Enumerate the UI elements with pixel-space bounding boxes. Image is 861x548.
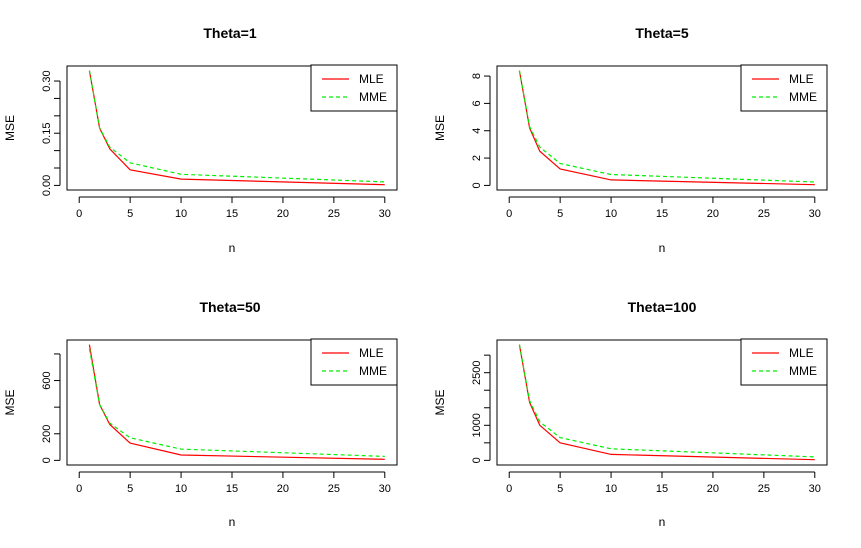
x-axis-label: n — [659, 241, 666, 255]
x-tick-label: 0 — [76, 208, 82, 220]
x-tick-label: 20 — [277, 483, 289, 495]
legend-label-mme: MME — [789, 90, 817, 104]
x-tick-label: 25 — [328, 208, 340, 220]
legend-label-mle: MLE — [789, 72, 814, 86]
x-axis-label: n — [659, 515, 666, 529]
legend-label-mme: MME — [359, 364, 387, 378]
plot-frame — [496, 339, 828, 466]
chart-title: Theta=1 — [203, 25, 257, 41]
x-tick-label: 5 — [557, 483, 563, 495]
x-tick-label: 5 — [127, 483, 133, 495]
y-axis-label: MSE — [433, 115, 447, 141]
chart-panel-1: Theta=1 0 5 10 15 20 25 30 0.00 0.15 0.30 n MSE MLE MM… — [3, 25, 398, 255]
x-tick-label: 20 — [707, 483, 719, 495]
y-tick-label: 2500 — [471, 360, 483, 384]
plot-frame — [496, 65, 828, 191]
series-line-mle — [88, 344, 385, 460]
x-tick-label: 25 — [758, 483, 770, 495]
legend: MLE MME — [740, 64, 828, 112]
legend: MLE MME — [310, 64, 398, 112]
y-tick-label: 6 — [471, 100, 483, 106]
series-line-mme — [88, 348, 385, 457]
legend-box — [310, 64, 398, 112]
y-tick-label: 0 — [41, 457, 53, 463]
plot-frame — [66, 339, 398, 466]
y-tick-label: 2 — [471, 155, 483, 161]
y-axis-label: MSE — [3, 115, 17, 141]
y-axis-label: MSE — [433, 389, 447, 415]
x-tick-label: 15 — [226, 483, 238, 495]
y-tick-label: 0 — [471, 182, 483, 188]
x-tick-label: 10 — [605, 483, 617, 495]
y-tick-label: 0.30 — [41, 70, 53, 91]
x-tick-label: 15 — [656, 208, 668, 220]
x-tick-label: 20 — [707, 208, 719, 220]
y-tick-label: 600 — [41, 371, 53, 389]
plot-frame — [66, 65, 398, 191]
chart-title: Theta=100 — [628, 299, 697, 315]
x-axis-label: n — [229, 515, 236, 529]
series-line-mle — [518, 70, 815, 186]
y-tick-label: 1000 — [471, 413, 483, 437]
legend-label-mme: MME — [359, 90, 387, 104]
series-line-mme — [518, 70, 815, 183]
legend-label-mle: MLE — [359, 346, 384, 360]
chart-panel-2: Theta=5 0 5 10 15 20 25 30 0 2 4 6 8 n MSE MLE MME — [433, 25, 828, 255]
y-tick-label: 8 — [471, 73, 483, 79]
x-tick-label: 30 — [809, 483, 821, 495]
x-tick-label: 5 — [557, 208, 563, 220]
x-tick-label: 10 — [175, 483, 187, 495]
y-tick-label: 0.15 — [41, 123, 53, 144]
x-tick-label: 20 — [277, 208, 289, 220]
x-tick-label: 25 — [758, 208, 770, 220]
y-tick-label: 4 — [471, 128, 483, 134]
x-tick-label: 10 — [605, 208, 617, 220]
x-tick-label: 0 — [506, 483, 512, 495]
x-tick-label: 30 — [379, 208, 391, 220]
series-line-mme — [518, 344, 815, 458]
x-tick-label: 0 — [506, 208, 512, 220]
legend-box — [740, 64, 828, 112]
chart-title: Theta=50 — [199, 299, 260, 315]
legend-box — [740, 338, 828, 386]
x-tick-label: 25 — [328, 483, 340, 495]
legend-label-mme: MME — [789, 364, 817, 378]
x-tick-label: 30 — [809, 208, 821, 220]
chart-title: Theta=5 — [635, 25, 689, 41]
x-tick-label: 0 — [76, 483, 82, 495]
x-tick-label: 30 — [379, 483, 391, 495]
y-tick-label: 0.00 — [41, 175, 53, 196]
series-line-mle — [518, 344, 815, 461]
y-tick-label: 0 — [471, 457, 483, 463]
legend-label-mle: MLE — [789, 346, 814, 360]
chart-panel-4: Theta=100 0 5 10 15 20 25 30 0 1000 2500 n MSE MLE MME — [433, 299, 828, 529]
legend: MLE MME — [740, 338, 828, 386]
chart-panel-3: Theta=50 0 5 10 15 20 25 30 0 200 600 n MSE MLE MME — [3, 299, 398, 529]
x-tick-label: 15 — [656, 483, 668, 495]
y-tick-label: 200 — [41, 425, 53, 443]
series-line-mme — [88, 70, 385, 183]
x-tick-label: 10 — [175, 208, 187, 220]
series-line-mle — [88, 70, 385, 186]
legend: MLE MME — [310, 338, 398, 386]
x-axis-label: n — [229, 241, 236, 255]
x-tick-label: 15 — [226, 208, 238, 220]
y-axis-label: MSE — [3, 389, 17, 415]
legend-box — [310, 338, 398, 386]
legend-label-mle: MLE — [359, 72, 384, 86]
x-tick-label: 5 — [127, 208, 133, 220]
